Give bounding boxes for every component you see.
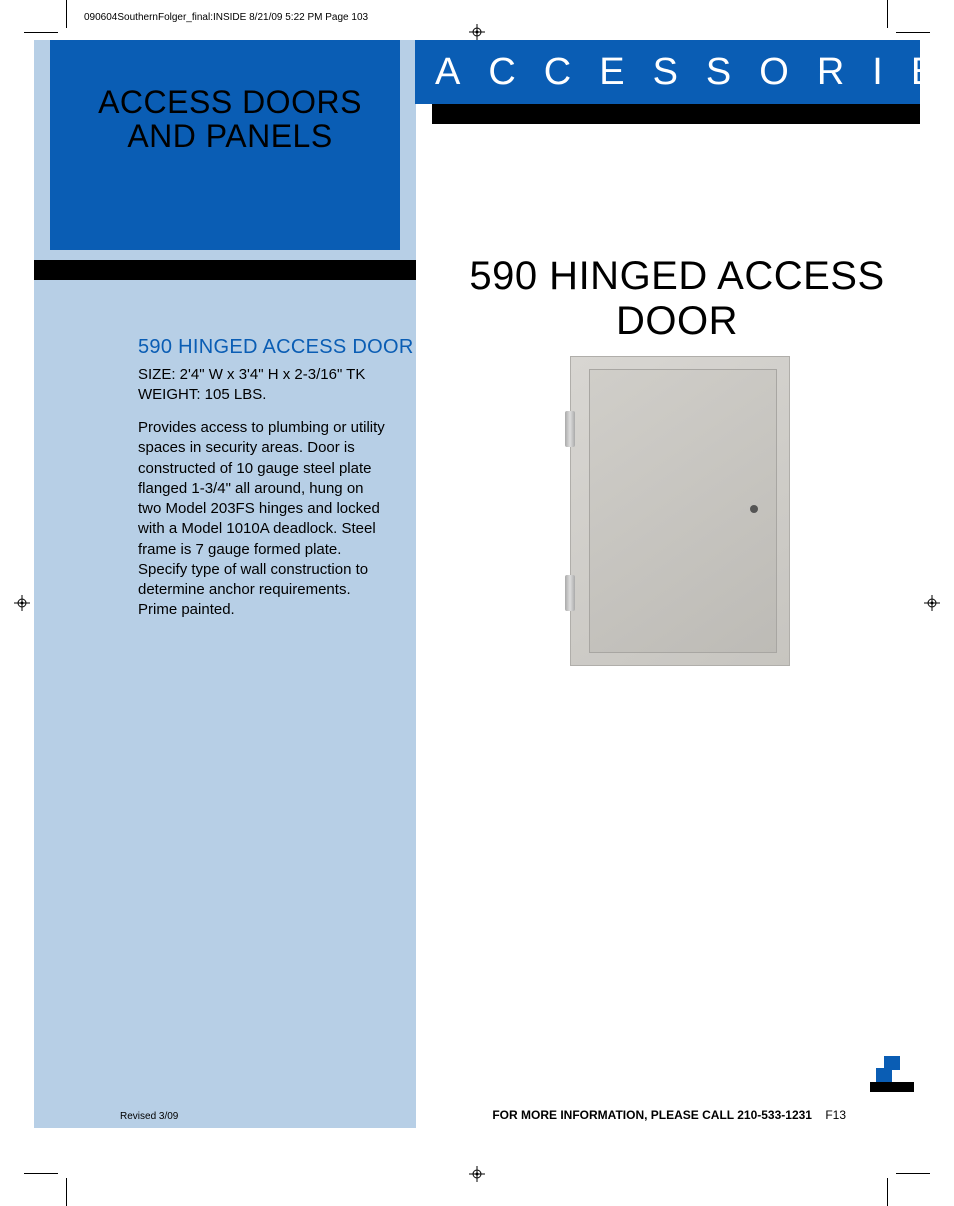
section-banner-text: ACCESSORIES	[435, 51, 954, 94]
crop-mark	[887, 1178, 888, 1206]
product-subheading: 590 HINGED ACCESS DOOR	[138, 336, 414, 359]
hinge-icon	[565, 575, 575, 611]
category-line-2: AND PANELS	[127, 118, 332, 154]
product-image	[570, 356, 790, 666]
registration-mark-icon	[469, 24, 485, 40]
registration-mark-icon	[469, 1166, 485, 1182]
registration-mark-icon	[924, 595, 940, 611]
registration-mark-icon	[14, 595, 30, 611]
black-banner-strip	[432, 104, 920, 124]
footer-info-text: FOR MORE INFORMATION, PLEASE CALL 210-53…	[492, 1108, 812, 1122]
category-line-1: ACCESS DOORS	[98, 84, 362, 120]
crop-mark	[66, 0, 67, 28]
category-title: ACCESS DOORS AND PANELS	[70, 86, 390, 153]
spec-size: SIZE: 2'4" W x 3'4" H x 2-3/16" TK	[138, 366, 365, 383]
crop-mark	[887, 0, 888, 28]
page-number: F13	[825, 1108, 846, 1122]
black-side-strip	[34, 260, 416, 280]
lock-icon	[750, 505, 758, 513]
product-title: 590 HINGED ACCESS DOOR	[440, 254, 914, 344]
footer-contact: FOR MORE INFORMATION, PLEASE CALL 210-53…	[492, 1108, 846, 1122]
hinge-icon	[565, 411, 575, 447]
footer-revised: Revised 3/09	[120, 1111, 178, 1122]
section-banner: ACCESSORIES	[415, 40, 920, 104]
door-panel	[589, 369, 777, 653]
product-description: Provides access to plumbing or utility s…	[138, 418, 388, 621]
print-slug: 090604SouthernFolger_final:INSIDE 8/21/0…	[84, 12, 368, 23]
page: 090604SouthernFolger_final:INSIDE 8/21/0…	[0, 0, 954, 1206]
spec-weight: WEIGHT: 105 LBS.	[138, 386, 266, 403]
crop-mark	[66, 1178, 67, 1206]
crop-mark	[24, 1173, 58, 1174]
crop-mark	[24, 32, 58, 33]
crop-mark	[896, 1173, 930, 1174]
crop-mark	[896, 32, 930, 33]
company-logo-icon	[870, 1052, 914, 1096]
